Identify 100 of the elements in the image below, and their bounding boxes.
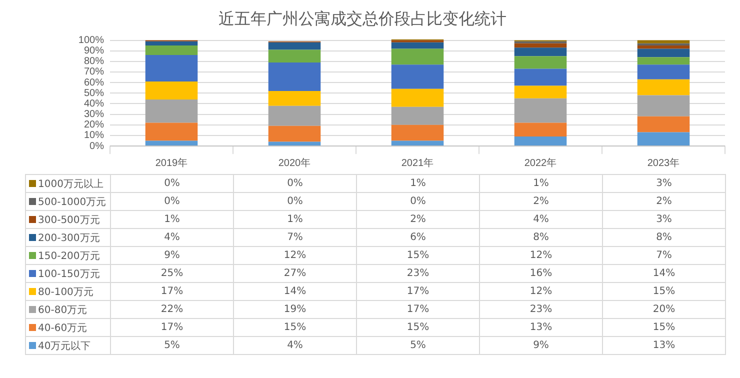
bar [637, 46, 690, 49]
bar [514, 136, 567, 146]
x-tick-label: 2020年 [278, 156, 311, 169]
data-label: 2% [480, 192, 602, 210]
bar [637, 116, 690, 132]
bar [514, 86, 567, 98]
bar [391, 64, 444, 89]
y-tick-label: 30% [84, 109, 104, 120]
bar [637, 95, 690, 116]
bar [145, 99, 198, 123]
data-label: 15% [356, 318, 480, 336]
data-label: 17% [356, 282, 480, 300]
y-tick-label: 60% [84, 77, 104, 88]
bar [514, 56, 567, 69]
data-label: 22% [110, 300, 234, 318]
bar [268, 142, 321, 146]
bar [145, 41, 198, 46]
bar [514, 43, 567, 48]
data-label: 2% [602, 192, 726, 210]
data-label: 13% [602, 336, 726, 354]
bar [145, 140, 198, 146]
bar [391, 106, 444, 125]
bar [145, 122, 198, 141]
data-label: 17% [110, 318, 234, 336]
legend-label: 1000万元以上 [26, 174, 110, 192]
bar [637, 48, 690, 58]
data-label: 9% [110, 246, 234, 264]
y-tick-label: 10% [84, 130, 104, 142]
legend-label: 500-1000万元 [26, 192, 110, 210]
bar [514, 68, 567, 86]
bar [637, 43, 690, 46]
data-label: 7% [602, 246, 726, 264]
data-label: 4% [234, 336, 356, 354]
bar [637, 132, 690, 146]
x-tick-label: 2022年 [524, 156, 557, 169]
legend-label: 80-100万元 [26, 282, 110, 300]
y-tick-label: 0% [90, 140, 104, 152]
data-label: 15% [602, 282, 726, 300]
data-label: 12% [480, 282, 602, 300]
y-tick-label: 90% [84, 46, 104, 57]
data-label: 1% [110, 210, 234, 228]
bar [637, 40, 690, 44]
bar [268, 91, 321, 106]
data-label: 14% [602, 264, 726, 282]
legend-label: 200-300万元 [26, 228, 110, 246]
data-label: 5% [110, 336, 234, 354]
data-label: 1% [234, 210, 356, 228]
bar [145, 46, 198, 56]
data-label: 14% [234, 282, 356, 300]
bar [145, 55, 198, 82]
data-label: 7% [234, 228, 356, 246]
y-tick-label: 20% [84, 120, 104, 131]
legend-label: 60-80万元 [26, 300, 110, 318]
bar [268, 42, 321, 50]
data-label: 19% [234, 300, 356, 318]
bar [391, 140, 444, 146]
data-label: 0% [110, 174, 234, 192]
legend-label: 300-500万元 [26, 210, 110, 228]
bar [391, 42, 444, 49]
data-label: 17% [356, 300, 480, 318]
bar [391, 48, 444, 65]
y-tick-label: 70% [84, 66, 104, 78]
y-tick-label: 40% [84, 98, 104, 110]
data-label: 23% [356, 264, 480, 282]
data-label: 27% [234, 264, 356, 282]
data-label: 0% [356, 192, 480, 210]
bar [268, 106, 321, 126]
bar [637, 57, 690, 65]
data-label: 3% [602, 174, 726, 192]
data-label: 23% [480, 300, 602, 318]
data-label: 4% [480, 210, 602, 228]
legend-label: 40万元以下 [26, 336, 110, 354]
data-label: 9% [480, 336, 602, 354]
data-label: 12% [234, 246, 356, 264]
data-label: 2% [356, 210, 480, 228]
data-label: 25% [110, 264, 234, 282]
legend-label: 100-150万元 [26, 264, 110, 282]
data-label: 5% [356, 336, 480, 354]
bar [268, 126, 321, 142]
data-label: 17% [110, 282, 234, 300]
data-label: 12% [480, 246, 602, 264]
data-label: 8% [480, 228, 602, 246]
data-label: 0% [234, 192, 356, 210]
data-label: 16% [480, 264, 602, 282]
x-tick-label: 2021年 [401, 156, 434, 169]
legend-label: 150-200万元 [26, 246, 110, 264]
x-tick-label: 2023年 [647, 156, 680, 169]
data-label: 15% [356, 246, 480, 264]
data-label: 1% [356, 174, 480, 192]
data-label: 13% [480, 318, 602, 336]
data-label: 8% [602, 228, 726, 246]
bar [145, 81, 198, 100]
bar [268, 50, 321, 62]
data-label: 15% [234, 318, 356, 336]
bar [514, 48, 567, 56]
y-tick-label: 80% [84, 56, 104, 68]
bar [637, 64, 690, 80]
data-label: 20% [602, 300, 726, 318]
bar [514, 122, 567, 136]
data-label: 4% [110, 228, 234, 246]
